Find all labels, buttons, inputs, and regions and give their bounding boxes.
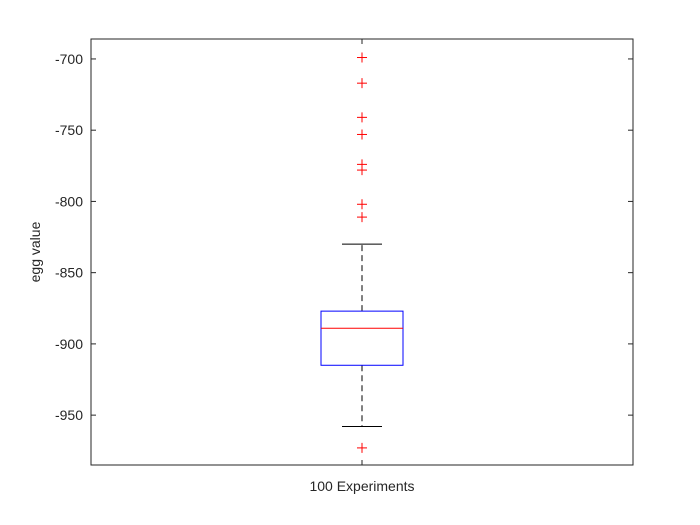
outlier-marker [357, 78, 367, 89]
x-tick-label: 100 Experiments [309, 478, 414, 494]
x-axis-ticks: 100 Experiments [309, 39, 415, 494]
plot-area [90, 38, 634, 466]
y-tick-label: -850 [55, 265, 83, 281]
y-tick-label: -700 [55, 51, 83, 67]
outlier-marker [357, 52, 367, 63]
outlier-marker [357, 165, 367, 176]
y-tick-label: -800 [55, 193, 83, 209]
outlier-marker [357, 442, 367, 453]
boxes-layer [320, 52, 404, 453]
y-axis-ticks: -700 -750 -800 -850 -900 -950 [55, 51, 633, 423]
outlier-marker [357, 212, 367, 223]
box-iqr [320, 310, 404, 366]
y-axis-label: egg value [27, 221, 43, 282]
outlier-marker [357, 129, 367, 140]
y-tick-label: -750 [55, 122, 83, 138]
y-tick-label: -900 [55, 336, 83, 352]
outlier-marker [357, 112, 367, 123]
outlier-marker [357, 199, 367, 210]
y-tick-label: -950 [55, 407, 83, 423]
